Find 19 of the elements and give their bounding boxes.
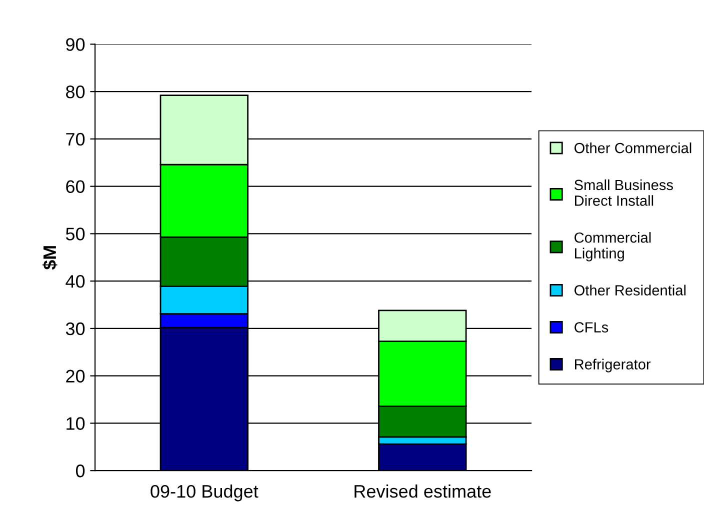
y-axis-title: $M bbox=[42, 246, 58, 270]
y-tick-label: 60 bbox=[66, 180, 85, 194]
x-tick-label: Revised estimate bbox=[354, 484, 491, 498]
y-tick-label: 70 bbox=[66, 132, 85, 146]
legend-label: Other Residential bbox=[574, 284, 686, 296]
y-tick-label: 80 bbox=[66, 86, 85, 98]
legend-label: Commercial Lighting bbox=[574, 232, 651, 262]
y-tick-label: 40 bbox=[66, 275, 85, 288]
y-tick-label: 30 bbox=[66, 322, 85, 336]
y-tick-label: 50 bbox=[66, 228, 85, 240]
legend-label: Other Commercial bbox=[574, 142, 692, 154]
y-tick-label: 20 bbox=[66, 370, 85, 383]
legend-label: CFLs bbox=[574, 322, 608, 332]
y-tick-label: 10 bbox=[66, 417, 85, 430]
legend-label: Small Business Direct Install bbox=[574, 179, 673, 206]
y-tick-label: 0 bbox=[76, 464, 85, 478]
legend-label: Refrigerator bbox=[575, 358, 651, 372]
x-tick-label: 09-10 Budget bbox=[150, 484, 258, 502]
y-tick-label: 90 bbox=[66, 38, 85, 51]
